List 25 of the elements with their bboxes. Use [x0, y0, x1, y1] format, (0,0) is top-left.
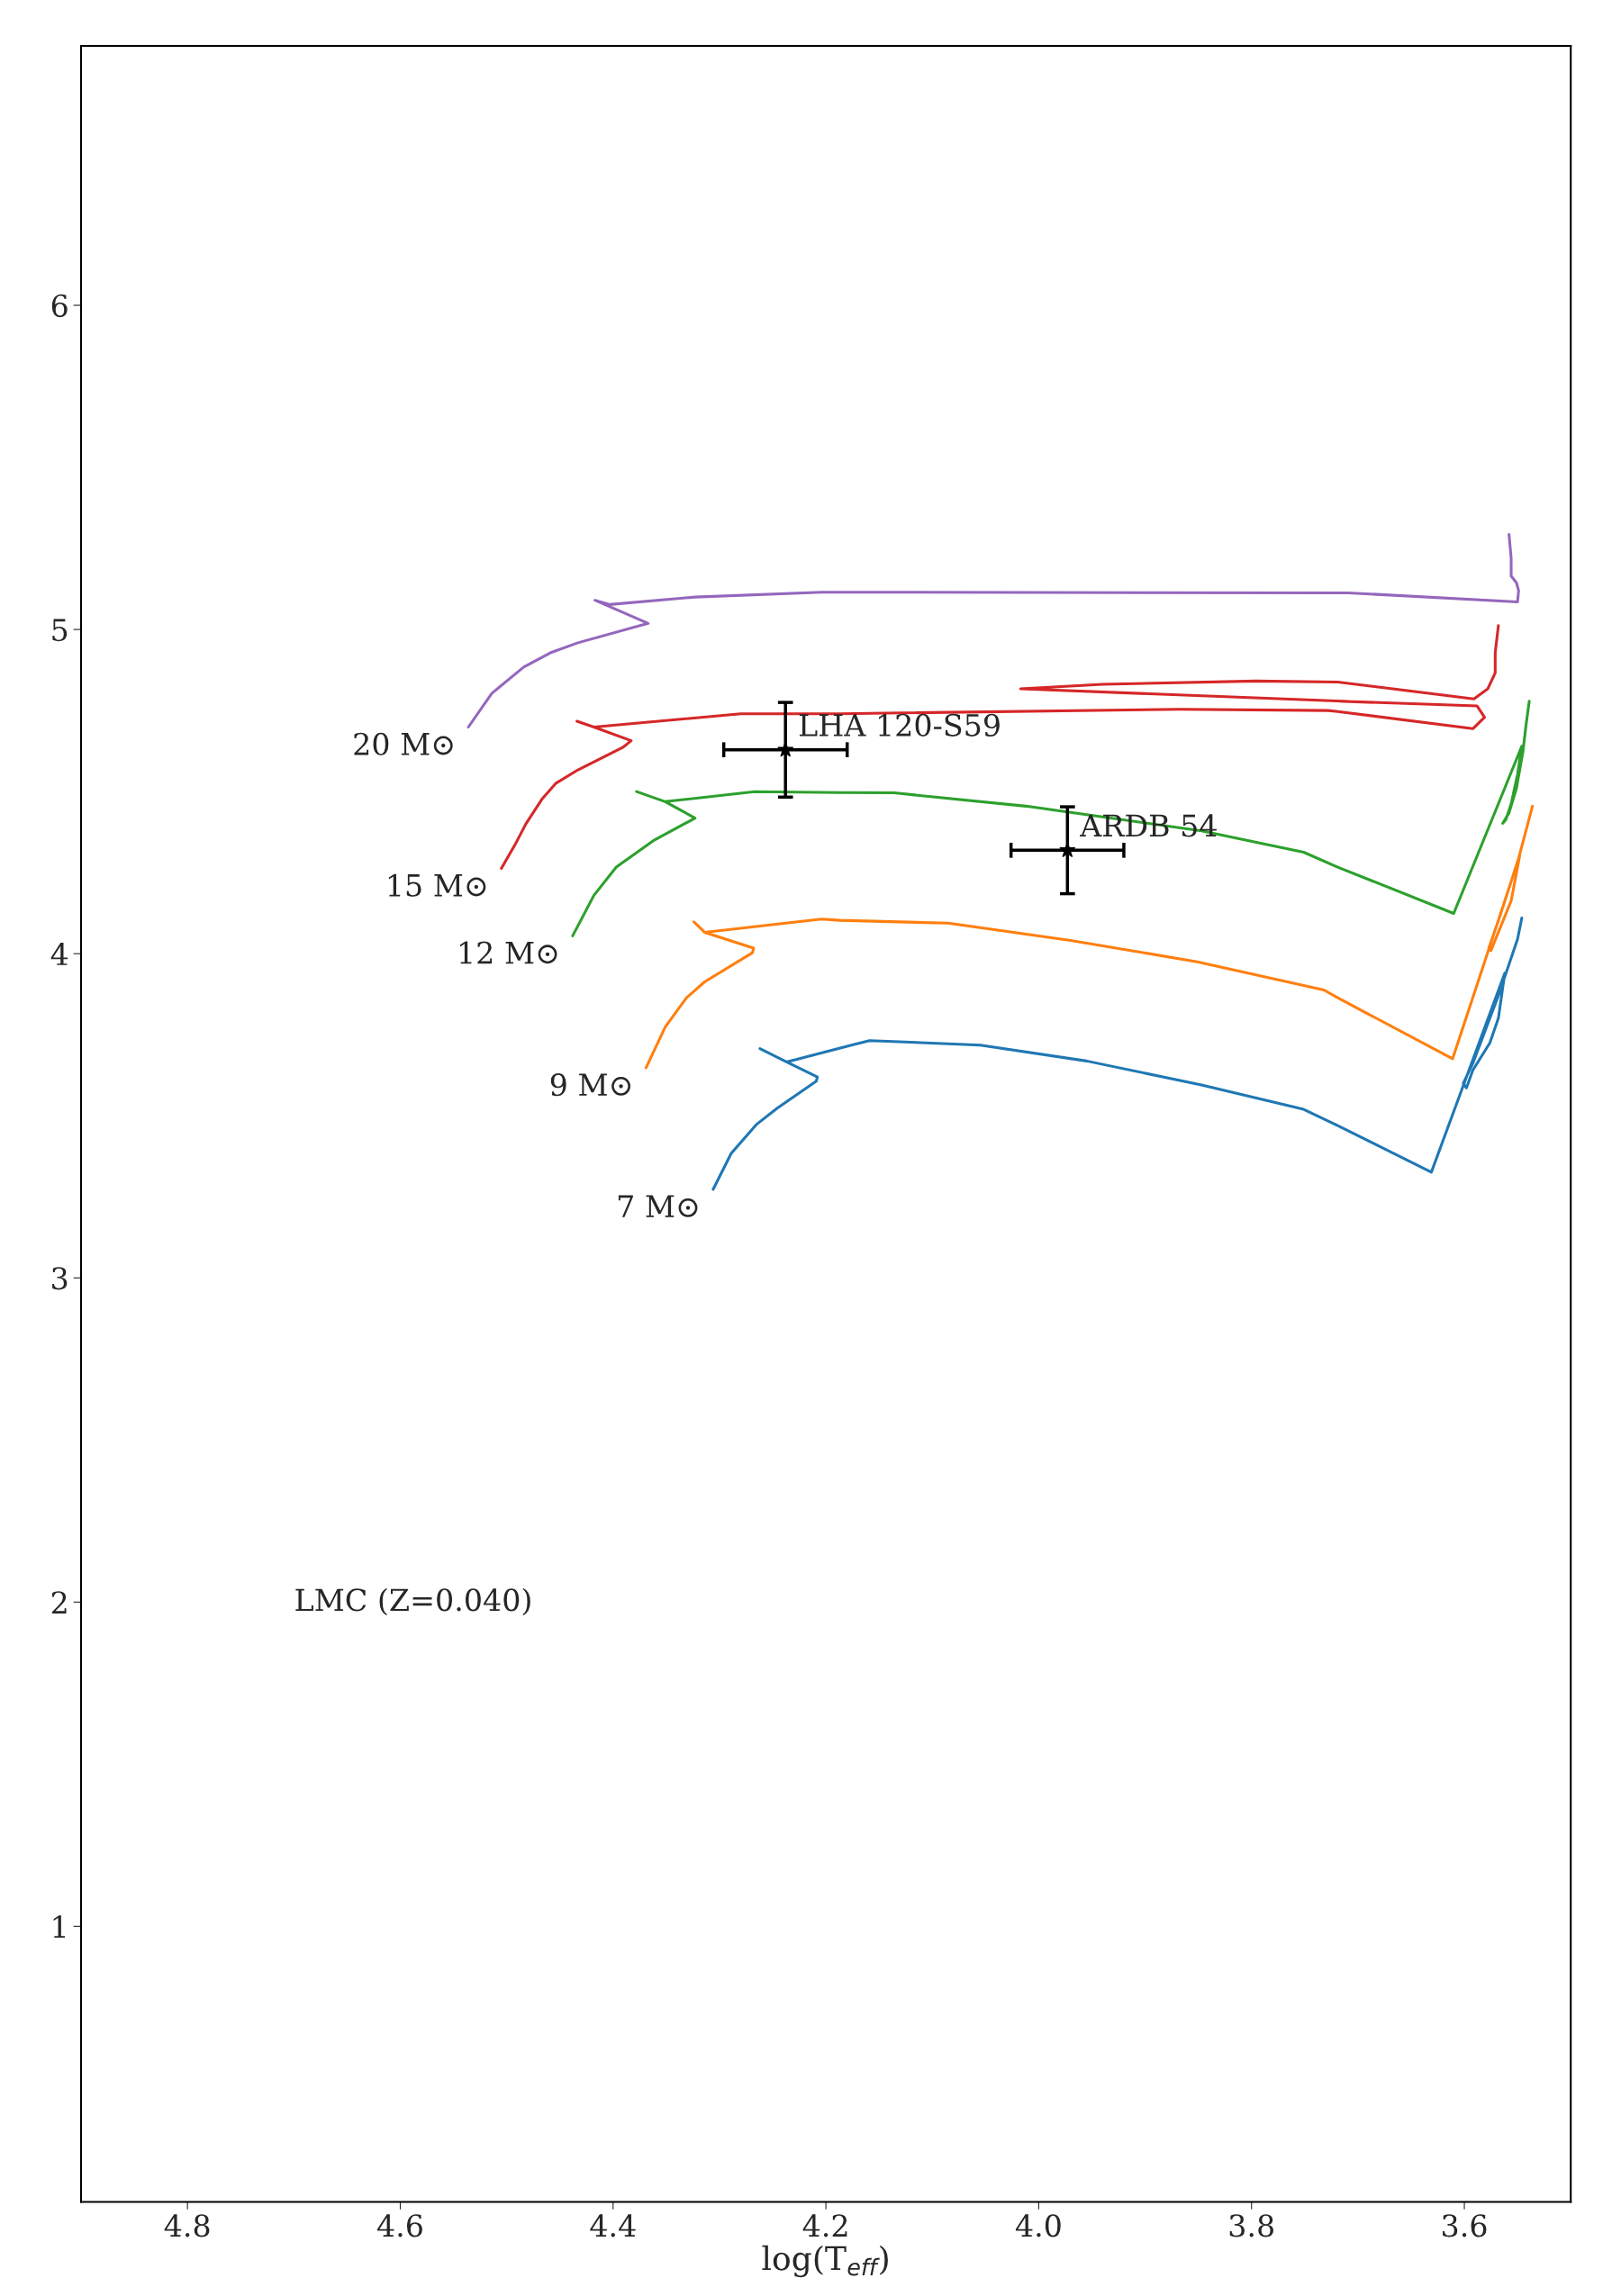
x-tick-label: 4.2 — [802, 2214, 847, 2237]
y-tick-label: 1 — [53, 1915, 66, 1939]
series-label: 20 M⊙ — [354, 732, 453, 755]
y-tick-label: 6 — [51, 294, 68, 318]
x-axis-title: log(T$_{eff}$) — [762, 2245, 888, 2278]
line-series — [571, 700, 1531, 937]
y-tick-label: 5 — [52, 619, 68, 642]
series-label: 12 M⊙ — [459, 941, 557, 964]
x-tick-label: 3.6 — [1443, 2214, 1487, 2237]
y-tick-label: 2 — [51, 1591, 67, 1614]
line-series — [644, 804, 1535, 1070]
series-label: 9 M⊙ — [550, 1073, 631, 1097]
line-series — [711, 917, 1524, 1191]
x-tick-label: 4.4 — [590, 2214, 636, 2237]
x-tick-label: 4.0 — [1015, 2214, 1061, 2237]
line-series — [500, 624, 1500, 871]
annotation: LMC (Z=0.040) — [295, 1587, 530, 1616]
x-tick-label: 4.6 — [376, 2214, 422, 2237]
series-label: 7 M⊙ — [618, 1195, 698, 1217]
y-tick-label: 3 — [52, 1267, 68, 1290]
x-tick-label: 3.8 — [1229, 2214, 1273, 2237]
series-label: 15 M⊙ — [388, 873, 486, 897]
x-tick-label: 4.8 — [164, 2214, 210, 2237]
series-label: LHA 120-S59 — [799, 713, 1000, 737]
y-tick-label: 4 — [50, 943, 68, 965]
